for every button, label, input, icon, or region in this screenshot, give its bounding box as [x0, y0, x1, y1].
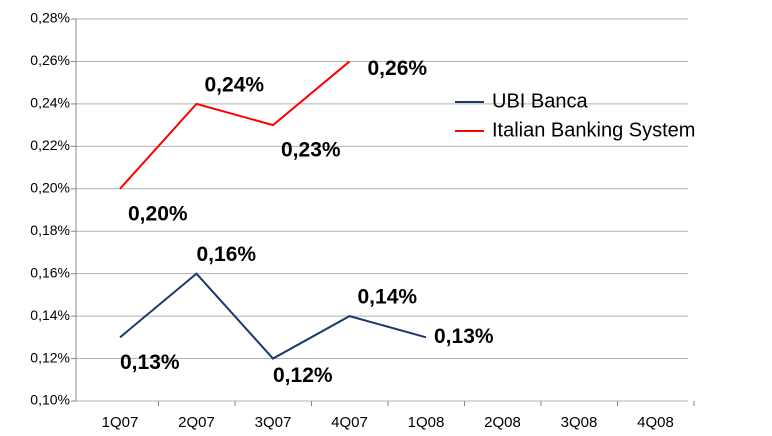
- data-label: 0,26%: [368, 57, 428, 80]
- x-tick-label: 2Q08: [484, 414, 521, 431]
- y-tick-label: 0,26%: [30, 52, 70, 68]
- x-tick-label: 2Q07: [178, 414, 215, 431]
- data-label: 0,16%: [197, 243, 257, 266]
- series-line: [119, 60, 351, 190]
- data-label: 0,14%: [358, 286, 418, 309]
- y-tick-label: 0,12%: [30, 349, 70, 365]
- y-tick-label: 0,16%: [30, 264, 70, 280]
- data-label: 0,13%: [434, 325, 494, 348]
- data-label: 0,24%: [205, 73, 265, 96]
- y-tick-label: 0,18%: [30, 222, 70, 238]
- x-tick-label: 3Q08: [561, 414, 598, 431]
- x-tick-label: 4Q07: [331, 414, 368, 431]
- y-tick-label: 0,10%: [30, 392, 70, 408]
- data-label: 0,13%: [120, 351, 180, 374]
- x-tick-label: 4Q08: [637, 414, 674, 431]
- y-tick-label: 0,24%: [30, 95, 70, 111]
- y-tick-label: 0,22%: [30, 137, 70, 153]
- x-tick-label: 3Q07: [255, 414, 292, 431]
- legend-label: UBI Banca: [492, 90, 588, 112]
- y-tick-label: 0,14%: [30, 307, 70, 323]
- data-label: 0,12%: [273, 364, 333, 387]
- y-tick-label: 0,20%: [30, 179, 70, 195]
- y-tick-label: 0,28%: [30, 10, 70, 26]
- series-line: [119, 272, 427, 360]
- x-tick-label: 1Q08: [408, 414, 445, 431]
- data-label: 0,20%: [128, 202, 188, 225]
- data-label: 0,23%: [281, 139, 341, 162]
- x-tick-label: 1Q07: [102, 414, 139, 431]
- legend-label: Italian Banking System: [492, 119, 695, 141]
